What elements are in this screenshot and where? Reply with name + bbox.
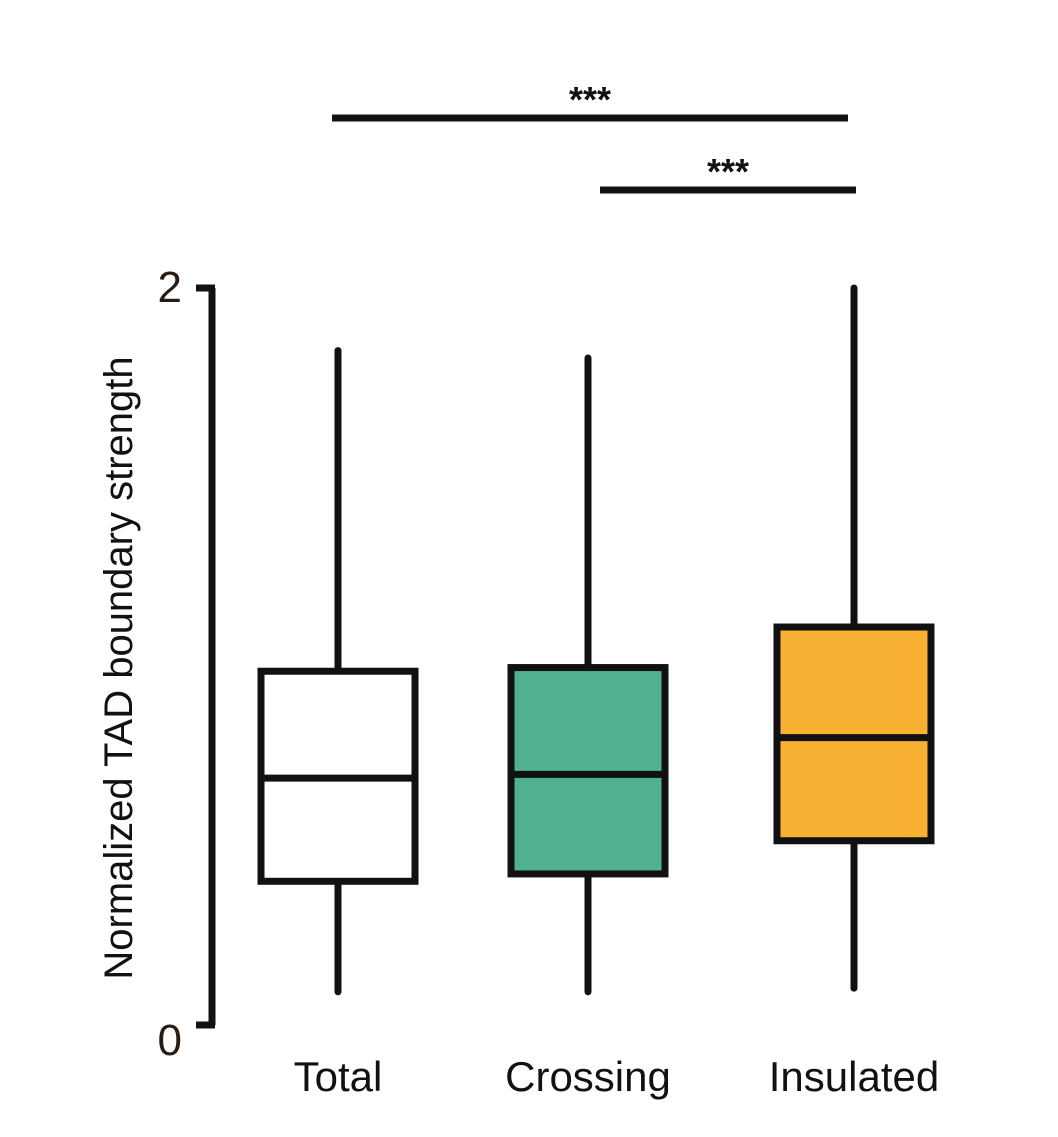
category-label-total: Total	[294, 1053, 383, 1100]
box-insulated	[773, 284, 935, 992]
category-labels: Total Crossing Insulated	[294, 1053, 940, 1100]
y-axis: 02	[158, 263, 216, 1065]
y-axis-label: Normalized TAD boundary strength	[97, 356, 141, 979]
category-label-crossing: Crossing	[505, 1053, 671, 1100]
boxes	[257, 284, 935, 996]
y-tick-label-0: 0	[158, 1016, 182, 1065]
iqr-box	[773, 623, 935, 845]
box-crossing	[507, 354, 669, 996]
significance-0: ***	[332, 79, 848, 122]
significance-brackets: *** ***	[332, 79, 856, 194]
box-total	[257, 347, 419, 996]
y-tick-label-1: 2	[158, 263, 182, 312]
iqr-box	[507, 664, 669, 878]
significance-1: ***	[600, 151, 856, 194]
significance-label: ***	[569, 79, 611, 120]
category-label-insulated: Insulated	[769, 1053, 939, 1100]
significance-label: ***	[707, 151, 749, 192]
